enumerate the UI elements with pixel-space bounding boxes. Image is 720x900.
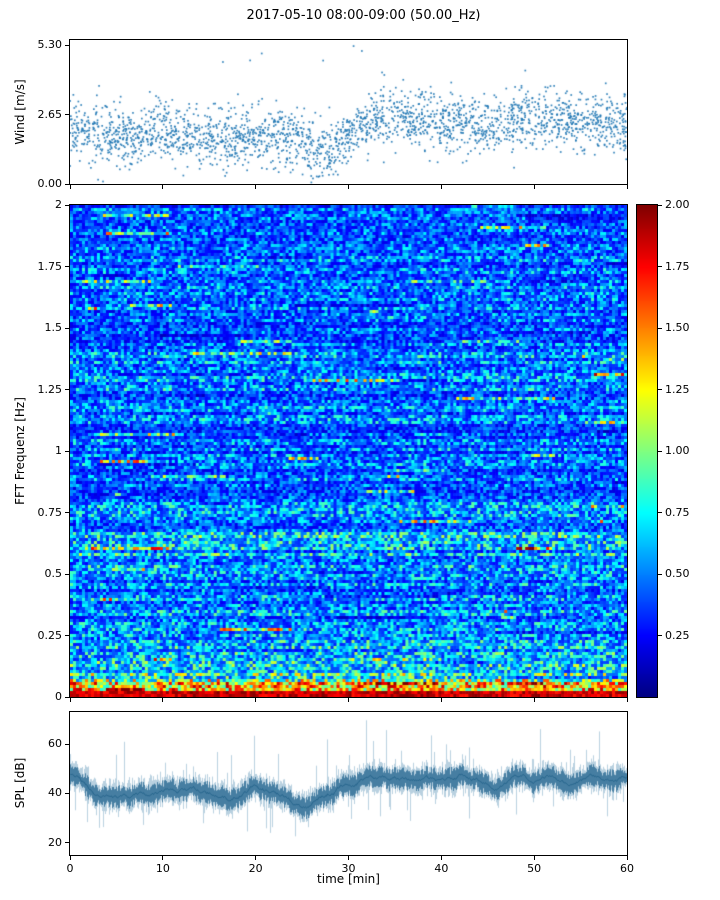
tick-label: 50 (527, 862, 542, 875)
tick-mark (69, 856, 71, 860)
tick-mark (65, 696, 69, 698)
tick-label: 0.25 (665, 628, 690, 642)
tick-mark (440, 185, 442, 189)
tick-mark (348, 185, 349, 189)
tick-mark (658, 512, 662, 513)
tick-mark (348, 698, 349, 702)
tick-label: 1.75 (665, 259, 690, 273)
tick-mark (255, 698, 257, 702)
tick-label: 2.00 (665, 198, 690, 211)
tick-mark (658, 389, 662, 390)
tick-mark (65, 450, 69, 452)
tick-mark (65, 327, 69, 329)
tick-mark (162, 856, 164, 860)
tick-label: 2.65 (37, 107, 63, 121)
spl-plot (69, 711, 628, 856)
colorbar-canvas (637, 205, 657, 697)
spectrogram-plot (69, 204, 628, 698)
tick-label: 0 (55, 690, 62, 703)
tick-label: 0.75 (665, 505, 690, 519)
tick-label: 20 (248, 862, 263, 875)
tick-label: 40 (434, 862, 449, 875)
tick-mark (65, 573, 69, 575)
tick-mark (162, 698, 164, 702)
tick-label: 0.25 (37, 628, 63, 642)
time-xlabel: time [min] (317, 872, 380, 886)
tick-mark (65, 512, 69, 513)
tick-mark (69, 698, 71, 702)
tick-mark (440, 856, 442, 860)
wind-canvas (70, 40, 627, 184)
tick-label: 20 (48, 835, 62, 849)
tick-label: 1.25 (665, 382, 690, 396)
tick-label: 1.25 (37, 382, 63, 396)
tick-mark (440, 698, 442, 702)
tick-mark (69, 185, 71, 189)
tick-label: 1.5 (44, 321, 63, 334)
tick-mark (65, 389, 69, 390)
tick-mark (658, 327, 662, 329)
spl-ylabel: SPL [dB] (13, 757, 27, 809)
tick-label: 1 (55, 444, 62, 457)
tick-mark (65, 183, 69, 185)
tick-mark (65, 743, 69, 745)
tick-label: 2 (55, 198, 62, 211)
wind-plot (69, 39, 628, 185)
tick-label: 1.00 (665, 444, 690, 457)
tick-mark (533, 698, 535, 702)
tick-label: 0.50 (665, 567, 690, 580)
tick-mark (348, 856, 349, 860)
tick-mark (658, 266, 662, 267)
tick-mark (533, 185, 535, 189)
tick-label: 60 (620, 862, 634, 875)
tick-label: 40 (48, 786, 62, 800)
tick-label: 0 (66, 862, 74, 875)
tick-mark (658, 573, 662, 575)
tick-mark (658, 204, 662, 206)
tick-label: 0.00 (37, 177, 63, 190)
tick-mark (626, 698, 628, 702)
tick-mark (255, 856, 257, 860)
tick-label: 5.30 (37, 38, 63, 52)
tick-mark (162, 185, 164, 189)
tick-mark (65, 44, 69, 46)
tick-mark (65, 635, 69, 636)
tick-label: 30 (341, 862, 356, 875)
colorbar (636, 204, 658, 698)
tick-label: 1.75 (37, 259, 63, 273)
tick-mark (65, 842, 69, 844)
tick-mark (65, 114, 69, 116)
tick-label: 1.50 (665, 321, 690, 334)
tick-mark (533, 856, 535, 860)
tick-mark (65, 792, 69, 794)
tick-mark (626, 856, 628, 860)
tick-mark (255, 185, 257, 189)
tick-label: 60 (48, 737, 62, 751)
figure-title: 2017-05-10 08:00-09:00 (50.00_Hz) (246, 8, 481, 23)
tick-mark (65, 204, 69, 206)
tick-label: 10 (155, 862, 170, 875)
tick-mark (626, 185, 628, 189)
tick-mark (658, 450, 662, 452)
tick-mark (658, 635, 662, 636)
tick-label: 0.75 (37, 505, 63, 519)
tick-mark (65, 266, 69, 267)
tick-label: 0.5 (44, 567, 63, 580)
spl-canvas (70, 712, 627, 855)
spectrogram-canvas (70, 205, 627, 697)
